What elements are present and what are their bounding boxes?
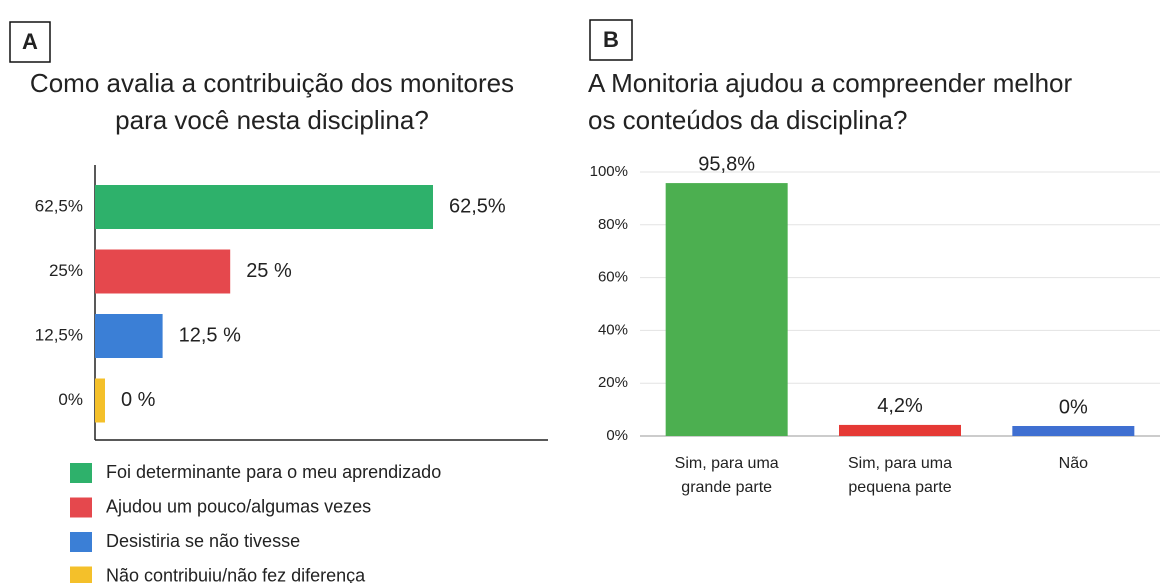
bar	[95, 249, 231, 294]
legend-swatch	[70, 532, 92, 552]
y-tick-label: 12,5%	[35, 325, 83, 344]
bar	[95, 185, 433, 229]
data-label: 12,5 %	[179, 324, 241, 346]
data-label: 95,8%	[698, 153, 755, 175]
y-tick-label: 0%	[58, 390, 83, 409]
legend-swatch	[70, 497, 92, 518]
y-tick-label: 25%	[49, 261, 83, 280]
y-tick-label: 60%	[598, 269, 628, 286]
legend-label: Desistiria se não tivesse	[106, 531, 300, 551]
x-tick-label: grande parte	[681, 479, 772, 496]
bar	[665, 183, 788, 436]
y-tick-label: 62,5%	[35, 196, 83, 215]
x-tick-label: pequena parte	[848, 479, 951, 496]
data-label: 0%	[1059, 396, 1088, 418]
y-tick-label: 100%	[590, 163, 628, 180]
y-tick-label: 20%	[598, 374, 628, 391]
legend-swatch	[70, 566, 92, 583]
x-tick-label: Não	[1059, 455, 1088, 472]
bar	[95, 314, 163, 358]
y-tick-label: 40%	[598, 321, 628, 338]
legend-label: Foi determinante para o meu aprendizado	[106, 462, 441, 482]
legend-label: Não contribuiu/não fez diferença	[106, 565, 366, 583]
bar	[95, 378, 105, 423]
data-label: 4,2%	[877, 395, 923, 417]
x-tick-label: Sim, para uma	[675, 455, 779, 472]
data-label: 0 %	[121, 389, 156, 411]
panel-box	[589, 19, 633, 61]
x-tick-label: Sim, para uma	[848, 455, 952, 472]
panel-label: B	[603, 27, 619, 52]
chart-title: os conteúdos da disciplina?	[588, 105, 907, 135]
legend-swatch	[70, 463, 92, 483]
chart-title: para você nesta disciplina?	[115, 105, 429, 135]
chart-title: Como avalia a contribuição dos monitores	[30, 68, 514, 98]
data-label: 62,5%	[449, 195, 506, 217]
chart-title: A Monitoria ajudou a compreender melhor	[588, 68, 1073, 98]
panel-label: A	[22, 29, 38, 54]
data-label: 25 %	[246, 260, 292, 282]
bar	[1012, 426, 1135, 436]
y-tick-label: 80%	[598, 216, 628, 233]
legend-label: Ajudou um pouco/algumas vezes	[106, 496, 371, 516]
y-tick-label: 0%	[606, 427, 628, 444]
bar	[839, 424, 961, 436]
panel-box	[9, 21, 51, 63]
